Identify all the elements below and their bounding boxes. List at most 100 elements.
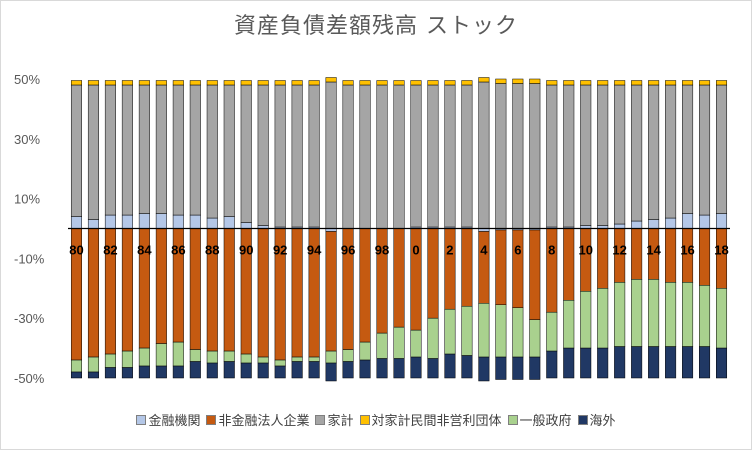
bar-segment <box>291 80 303 86</box>
bar-segment <box>359 341 371 361</box>
bar-segment <box>444 308 456 355</box>
bar-segment <box>478 77 490 83</box>
x-tick-label: 96 <box>341 243 355 258</box>
bar-segment <box>563 347 575 379</box>
bar-segment <box>155 80 167 86</box>
bar-segment <box>274 365 286 379</box>
bar-segment <box>512 78 524 84</box>
bar-segment <box>682 213 694 229</box>
bar-segment <box>240 353 252 364</box>
bar-segment <box>665 217 677 229</box>
bar-segment <box>155 213 167 229</box>
bar-segment <box>597 347 609 379</box>
y-tick-label: -30% <box>14 311 45 326</box>
legend-swatch <box>577 414 588 425</box>
bar-segment <box>495 78 507 84</box>
bar-segment <box>87 80 99 86</box>
bar-segment <box>699 214 711 229</box>
bar-segment <box>529 83 541 229</box>
bar-segment <box>325 362 337 382</box>
bar-segment <box>512 83 524 229</box>
bar-segment <box>274 84 286 228</box>
y-tick-label: -50% <box>14 371 45 386</box>
legend-item: 一般政府 <box>507 410 572 429</box>
bar-segment <box>206 217 218 229</box>
bar-segment <box>461 84 473 228</box>
bar-segment <box>580 347 592 379</box>
bar-segment <box>716 288 728 349</box>
bar-segment <box>376 358 388 379</box>
bar-segment <box>138 84 150 214</box>
bar-segment <box>121 367 133 379</box>
bar-segment <box>410 80 422 86</box>
bar-segment <box>597 228 609 289</box>
bar-segment <box>410 329 422 358</box>
bar-segment <box>580 84 592 226</box>
bar-segment <box>461 305 473 356</box>
bar-segment <box>308 84 320 228</box>
bar-segment <box>189 361 201 379</box>
chart-title: 資産負債差額残高 ストック <box>234 14 518 39</box>
bar-segment <box>121 350 133 368</box>
bar-segment <box>308 80 320 86</box>
bar-segment <box>444 353 456 379</box>
bar-segment <box>580 80 592 86</box>
bar-segment <box>155 84 167 214</box>
bar-segment <box>206 80 218 86</box>
bar-segment <box>393 80 405 86</box>
bar-segment <box>478 303 490 358</box>
bar-segment <box>699 228 711 286</box>
bar-segment <box>172 365 184 379</box>
bar-segment <box>631 279 643 347</box>
bar-segment <box>512 307 524 358</box>
bar-segment <box>665 282 677 347</box>
bar-segment <box>393 84 405 229</box>
bar-segment <box>393 228 405 328</box>
bar-segment <box>631 80 643 86</box>
x-tick-label: 12 <box>612 243 626 258</box>
bar-segment <box>665 346 677 379</box>
bar-segment <box>648 279 660 347</box>
bar-segment <box>155 228 167 344</box>
bar-segment <box>665 84 677 219</box>
bar-segment <box>223 80 235 86</box>
bar-segment <box>359 84 371 229</box>
bar-segment <box>70 80 83 86</box>
bar-segment <box>138 80 150 86</box>
legend-item: 非金融法人企業 <box>206 410 309 429</box>
bar-segment <box>546 350 558 379</box>
bar-segment <box>325 350 337 364</box>
y-tick-label: 10% <box>14 192 40 207</box>
bar-segment <box>648 84 660 220</box>
legend-label: 金融機関 <box>148 414 201 429</box>
bar-segment <box>206 362 218 379</box>
bar-segment <box>291 84 303 228</box>
bar-segment <box>223 216 235 229</box>
bar-segment <box>631 346 643 379</box>
legend-item: 家計 <box>315 410 354 429</box>
bar-segment <box>495 229 507 305</box>
bar-segment <box>495 83 507 229</box>
bar-segment <box>189 80 201 86</box>
bar-segment <box>104 214 116 229</box>
bar-segment <box>563 228 575 301</box>
bar-segment <box>393 358 405 379</box>
x-tick-label: 92 <box>273 243 287 258</box>
bar-segment <box>376 80 388 86</box>
bar-segment <box>87 356 99 373</box>
bar-segment <box>495 304 507 358</box>
bar-segment <box>325 231 337 352</box>
bar-segment <box>410 356 422 379</box>
legend-label: 一般政府 <box>519 414 572 429</box>
bar-segment <box>189 84 201 216</box>
bar-segment <box>393 326 405 359</box>
bar-segment <box>546 311 558 352</box>
bar-segment <box>665 80 677 86</box>
bar-segment <box>716 213 728 229</box>
x-tick-label: 6 <box>514 243 521 258</box>
x-tick-label: 98 <box>375 243 389 258</box>
bar-segment <box>699 80 711 86</box>
bar-segment <box>461 228 473 307</box>
bar-segment <box>580 291 592 349</box>
